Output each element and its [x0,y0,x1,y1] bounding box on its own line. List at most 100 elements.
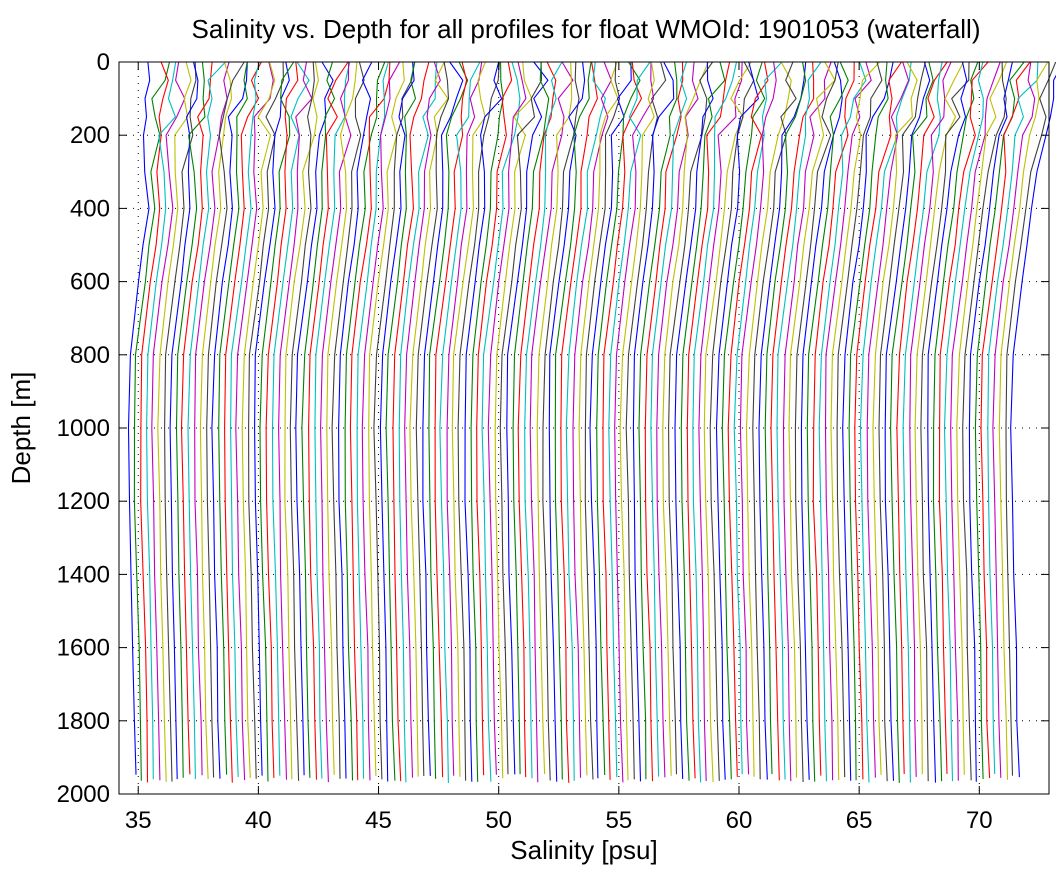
profile-line [943,61,984,782]
profile-line [992,61,1036,778]
profile-line [529,61,574,783]
profile-line [668,61,714,775]
profile-line [872,61,918,775]
profile-line [278,61,313,780]
profile-line [1010,74,1056,778]
profile-line [404,61,441,778]
profile-line [650,61,688,777]
profile-line [301,61,336,778]
profile-line [638,61,678,780]
profile-line [596,61,641,776]
profile-line [686,61,731,779]
profile-line [415,61,450,777]
profile-line [422,61,464,776]
profile-line [320,61,352,783]
profile-line [206,61,245,778]
profile-line [927,61,968,783]
profile-line [878,61,926,782]
x-tick-label: 60 [726,807,753,834]
profile-line [956,61,1008,775]
profile-line [830,61,881,781]
profile-line [890,61,934,783]
profile-line [157,61,192,782]
profile-line [271,61,310,776]
profile-line [709,61,755,781]
profile-line [565,61,606,781]
grid-lines [119,61,1049,795]
profile-line [998,61,1049,780]
x-tick-label: 40 [245,807,272,834]
profile-line [554,61,592,780]
x-tick-label: 65 [846,807,873,834]
profile-line [368,61,405,776]
profile-line [909,61,952,777]
profile-line [259,61,295,782]
profile-line [146,61,177,780]
x-tick-label: 50 [485,807,512,834]
profile-line [308,61,349,780]
profile-line [385,61,417,781]
profile-line [542,61,580,781]
profile-line [224,61,262,783]
profile-line [932,61,979,782]
profile-line [578,61,619,776]
profile-line [470,61,504,782]
profile-line [434,61,468,778]
x-axis-label: Salinity [psu] [510,835,657,865]
profile-line [487,61,527,775]
profile-line [254,61,290,776]
profile-line [818,61,867,782]
profile-line [884,61,931,781]
profile-line [745,61,792,777]
profile-line [187,61,226,780]
profile-line [211,61,248,779]
profile-line [248,61,284,779]
profile-line [457,61,500,781]
profile-line [373,61,416,780]
profile-line [326,61,358,775]
profile-line [140,61,169,783]
profile-line [548,61,586,782]
chart-title: Salinity vs. Depth for all profiles for … [192,14,981,44]
profile-line [721,61,766,780]
profile-line [127,61,151,775]
profile-line [614,61,655,783]
x-tick-label: 45 [365,807,392,834]
profile-line [314,61,351,779]
profile-line [727,61,769,777]
profile-line [517,61,557,778]
y-tick-label: 2000 [57,781,110,808]
x-tick-label: 70 [966,807,993,834]
profile-line [608,61,651,778]
profile-line [764,61,807,775]
profile-line [980,61,1031,779]
profile-line [692,61,738,783]
profile-line [842,61,894,781]
profile-line [619,61,655,781]
profile-line [331,61,365,779]
profiles-group [127,61,1056,784]
profile-line [632,61,675,782]
profile-line [451,61,486,777]
profile-line [968,61,1013,782]
profile-line [218,61,248,775]
profile-line [824,61,872,781]
profile-line [235,61,274,781]
profile-line [446,61,483,776]
profile-line [349,61,391,781]
profile-line [428,61,469,779]
profile-line [788,61,836,778]
profile-line [866,61,910,778]
profile-line [284,61,319,780]
profile-line [987,61,1039,775]
y-tick-label: 1200 [57,488,110,515]
profile-line [902,61,943,783]
profile-line [584,61,621,780]
y-axis-label: Depth [m] [6,372,36,485]
profile-line [524,61,563,779]
profile-line [464,61,503,782]
profile-line [698,61,743,782]
profile-line [536,61,573,775]
profile-line [812,61,855,776]
y-tick-label: 800 [70,342,110,369]
